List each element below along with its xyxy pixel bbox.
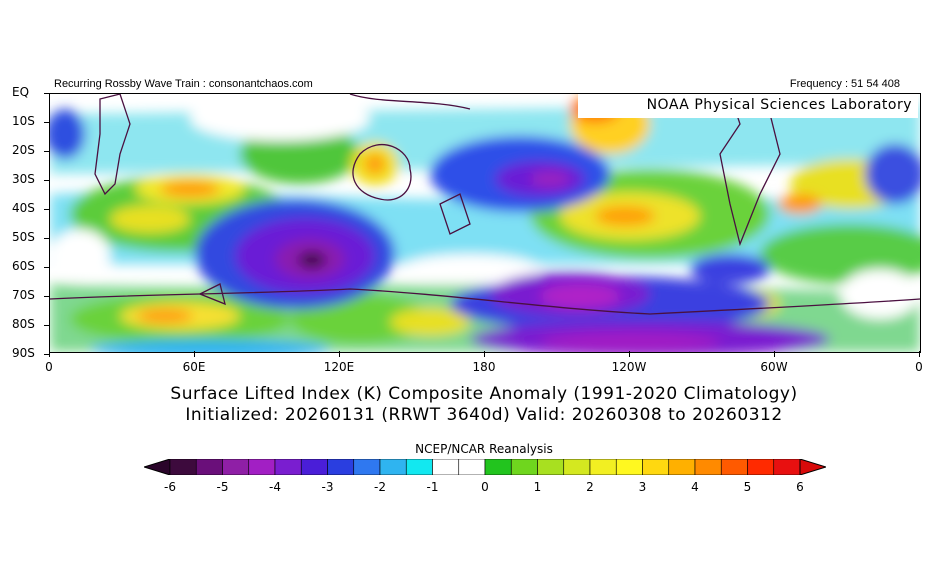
x-axis-label: 120E — [323, 360, 355, 374]
map-title-line1: Surface Lifted Index (K) Composite Anoma… — [170, 384, 798, 404]
colorbar-swatch — [379, 458, 407, 476]
colorbar-label: 6 — [796, 480, 804, 494]
colorbar-swatch — [747, 458, 775, 476]
colorbar-label: -2 — [374, 480, 386, 494]
colorbar-low-arrow — [142, 458, 171, 476]
colorbar-label: -5 — [216, 480, 229, 494]
colorbar-swatch — [222, 458, 250, 476]
colorbar-label: 0 — [481, 480, 489, 494]
colorbar-swatch — [694, 458, 722, 476]
anomaly-map — [49, 93, 921, 353]
y-axis-tick — [44, 93, 50, 94]
colorbar-label: 3 — [638, 480, 647, 494]
colorbar-swatch — [773, 458, 801, 476]
colorbar-swatches — [142, 458, 828, 476]
colorbar-swatch — [274, 458, 302, 476]
y-axis-label: 70S — [12, 288, 35, 302]
header-left-text: Recurring Rossby Wave Train : consonantc… — [54, 78, 313, 90]
colorbar-swatch — [537, 458, 565, 476]
colorbar-label: 4 — [691, 480, 699, 494]
x-axis-label: 60E — [182, 360, 206, 374]
colorbar-swatch — [195, 458, 223, 476]
map-title-line2: Initialized: 20260131 (RRWT 3640d) Valid… — [185, 405, 783, 425]
y-axis-label: EQ — [12, 85, 30, 99]
colorbar-label: 2 — [586, 480, 594, 494]
colorbar-label: 1 — [533, 480, 542, 494]
x-axis-tick — [484, 351, 485, 357]
header-right-text: Frequency : 51 54 408 — [789, 78, 900, 90]
x-axis-tick — [49, 351, 50, 357]
colorbar — [142, 458, 828, 479]
colorbar-swatch — [510, 458, 538, 476]
colorbar-swatch — [589, 458, 617, 476]
colorbar-swatch — [458, 458, 486, 476]
y-axis-label: 10S — [12, 114, 35, 128]
y-axis-tick — [44, 296, 50, 297]
colorbar-title: NCEP/NCAR Reanalysis — [415, 442, 553, 456]
y-axis-tick — [44, 180, 50, 181]
x-axis-tick — [919, 351, 920, 357]
x-axis-tick — [774, 351, 775, 357]
x-axis-tick — [629, 351, 630, 357]
colorbar-swatch — [563, 458, 591, 476]
y-axis-tick — [44, 151, 50, 152]
y-axis-label: 50S — [12, 230, 35, 244]
x-axis-tick — [339, 351, 340, 357]
colorbar-swatch — [300, 458, 328, 476]
y-axis-label: 30S — [12, 172, 35, 186]
y-axis-label: 80S — [12, 317, 35, 331]
colorbar-high-arrow — [799, 458, 828, 476]
colorbar-swatch — [642, 458, 670, 476]
noaa-badge: NOAA Physical Sciences Laboratory — [578, 94, 918, 118]
colorbar-label: -4 — [269, 480, 281, 494]
colorbar-swatch — [432, 458, 460, 476]
colorbar-label: -1 — [426, 480, 439, 494]
colorbar-swatch — [169, 458, 197, 476]
x-axis-label: 0 — [45, 360, 53, 374]
y-axis-tick — [44, 354, 50, 355]
y-axis-label: 40S — [12, 201, 35, 215]
colorbar-label: -3 — [321, 480, 334, 494]
colorbar-swatch — [615, 458, 643, 476]
x-axis-label: 60W — [760, 360, 788, 374]
colorbar-swatch — [327, 458, 355, 476]
y-axis-tick — [44, 325, 50, 326]
y-axis-label: 90S — [12, 346, 35, 360]
colorbar-label: -6 — [164, 480, 176, 494]
y-axis-tick — [44, 238, 50, 239]
y-axis-tick — [44, 122, 50, 123]
colorbar-swatch — [353, 458, 381, 476]
colorbar-swatch — [405, 458, 433, 476]
x-axis-tick — [194, 351, 195, 357]
y-axis-tick — [44, 209, 50, 210]
y-axis-label: 60S — [12, 259, 35, 273]
colorbar-swatch — [668, 458, 696, 476]
colorbar-label: 5 — [743, 480, 752, 494]
y-axis-tick — [44, 267, 50, 268]
x-axis-label: 180 — [472, 360, 496, 374]
anomaly-field — [50, 94, 920, 352]
colorbar-swatch — [720, 458, 748, 476]
colorbar-swatch — [248, 458, 276, 476]
y-axis-label: 20S — [12, 143, 35, 157]
x-axis-label: 0 — [915, 360, 923, 374]
x-axis-label: 120W — [611, 360, 647, 374]
colorbar-swatch — [484, 458, 512, 476]
